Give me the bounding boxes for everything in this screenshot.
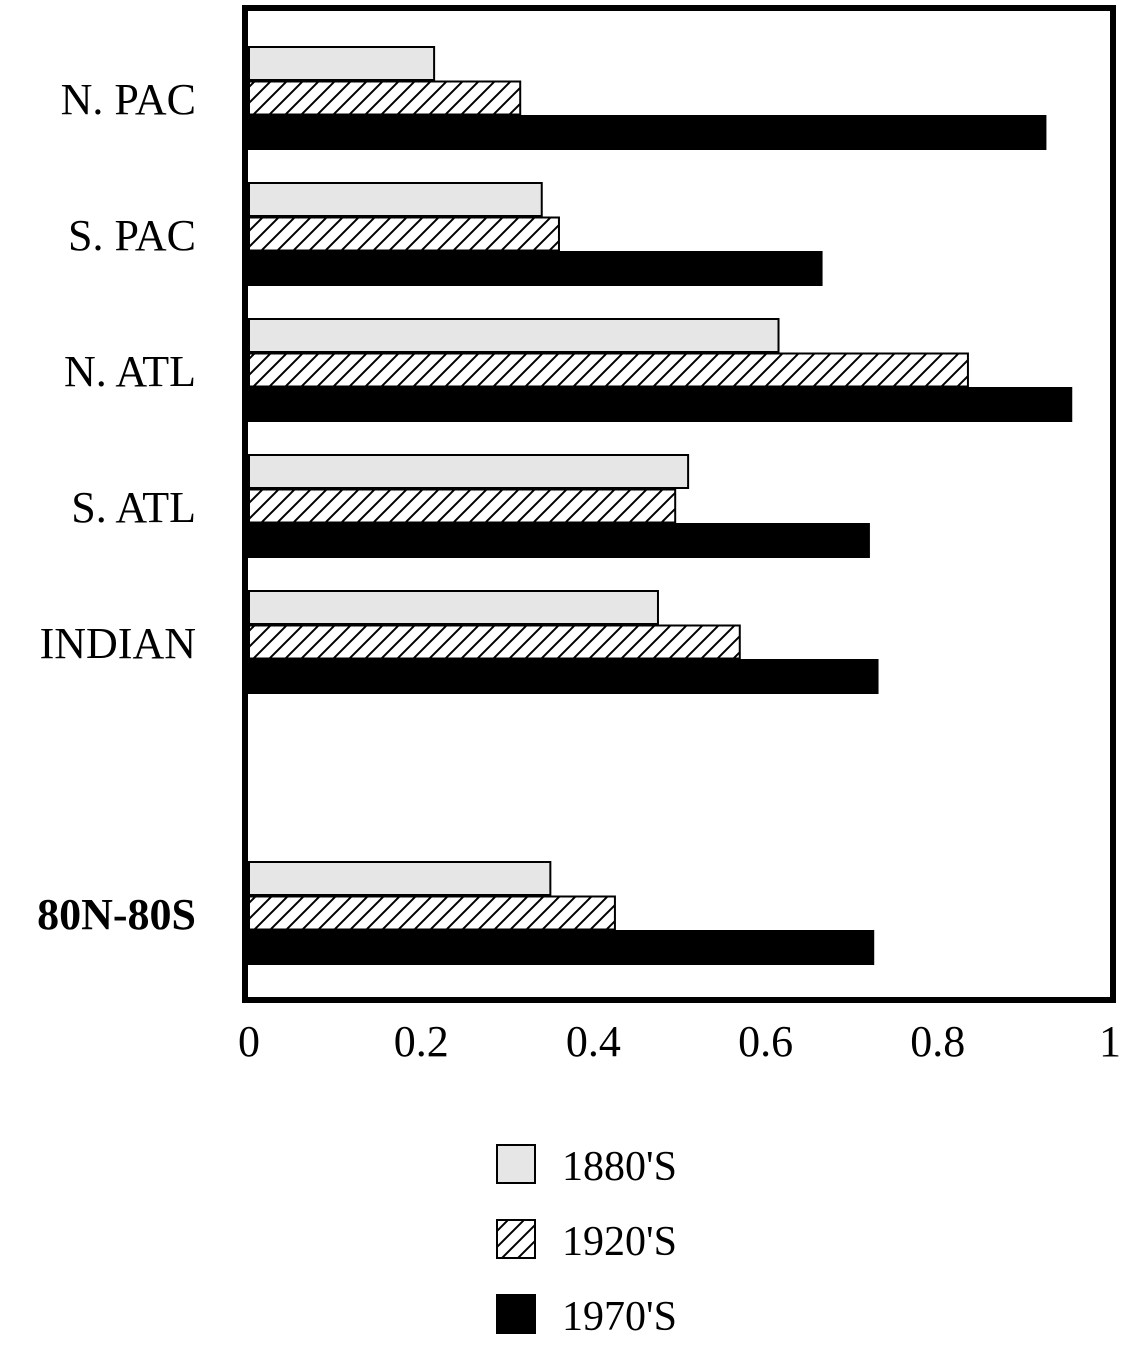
bar-n-atl-1880-s (248, 318, 780, 353)
legend-label-1880-s: 1880'S (562, 1144, 677, 1190)
bar-80n-80s-1970-s (248, 930, 875, 965)
x-tick-label-4: 0.8 (910, 1017, 965, 1066)
bar-s-pac-1970-s (248, 251, 823, 286)
x-tick-label-0: 0 (238, 1017, 260, 1066)
bar-s-pac-1880-s (248, 182, 543, 217)
bar-n-pac-1880-s (248, 46, 436, 81)
bar-s-atl-1970-s (248, 523, 870, 558)
bar-n-pac-1970-s (248, 115, 1047, 150)
x-tick-label-2: 0.4 (566, 1017, 621, 1066)
legend-swatch-1970-s (496, 1294, 536, 1334)
bar-s-atl-1920-s (248, 488, 677, 524)
category-label-80n-80s: 80N-80S (37, 890, 196, 939)
bar-indian-1880-s (248, 590, 659, 625)
bar-80n-80s-1920-s (248, 895, 616, 931)
legend: 1880'S 1920'S 1970'S (496, 1144, 677, 1340)
category-label-n-atl: N. ATL (64, 347, 196, 396)
category-label-s-pac: S. PAC (68, 211, 196, 260)
category-label-n-pac: N. PAC (61, 75, 196, 124)
bars-layer (248, 46, 1073, 965)
bar-s-pac-1920-s (248, 216, 560, 252)
bar-s-atl-1880-s (248, 454, 690, 489)
bar-n-atl-1970-s (248, 387, 1073, 422)
x-tick-label-3: 0.6 (738, 1017, 793, 1066)
plot-frame (242, 5, 1116, 1003)
x-tick-label-5: 1 (1099, 1017, 1121, 1066)
legend-swatch-1920-s (496, 1219, 536, 1259)
x-axis-ticks: 0 0.2 0.4 0.6 0.8 1 (238, 1017, 1121, 1066)
bar-indian-1970-s (248, 659, 879, 694)
category-labels: N. PAC S. PAC N. ATL S. ATL INDIAN 80N-80S (37, 75, 196, 939)
legend-label-1970-s: 1970'S (562, 1294, 677, 1340)
bar-80n-80s-1880-s (248, 861, 552, 896)
legend-swatch-1880-s (496, 1144, 536, 1184)
bar-indian-1920-s (248, 624, 741, 660)
legend-label-1920-s: 1920'S (562, 1219, 677, 1265)
category-label-s-atl: S. ATL (71, 483, 196, 532)
bar-n-atl-1920-s (248, 352, 969, 388)
x-tick-label-1: 0.2 (394, 1017, 449, 1066)
category-label-indian: INDIAN (40, 619, 196, 668)
bar-n-pac-1920-s (248, 80, 522, 116)
